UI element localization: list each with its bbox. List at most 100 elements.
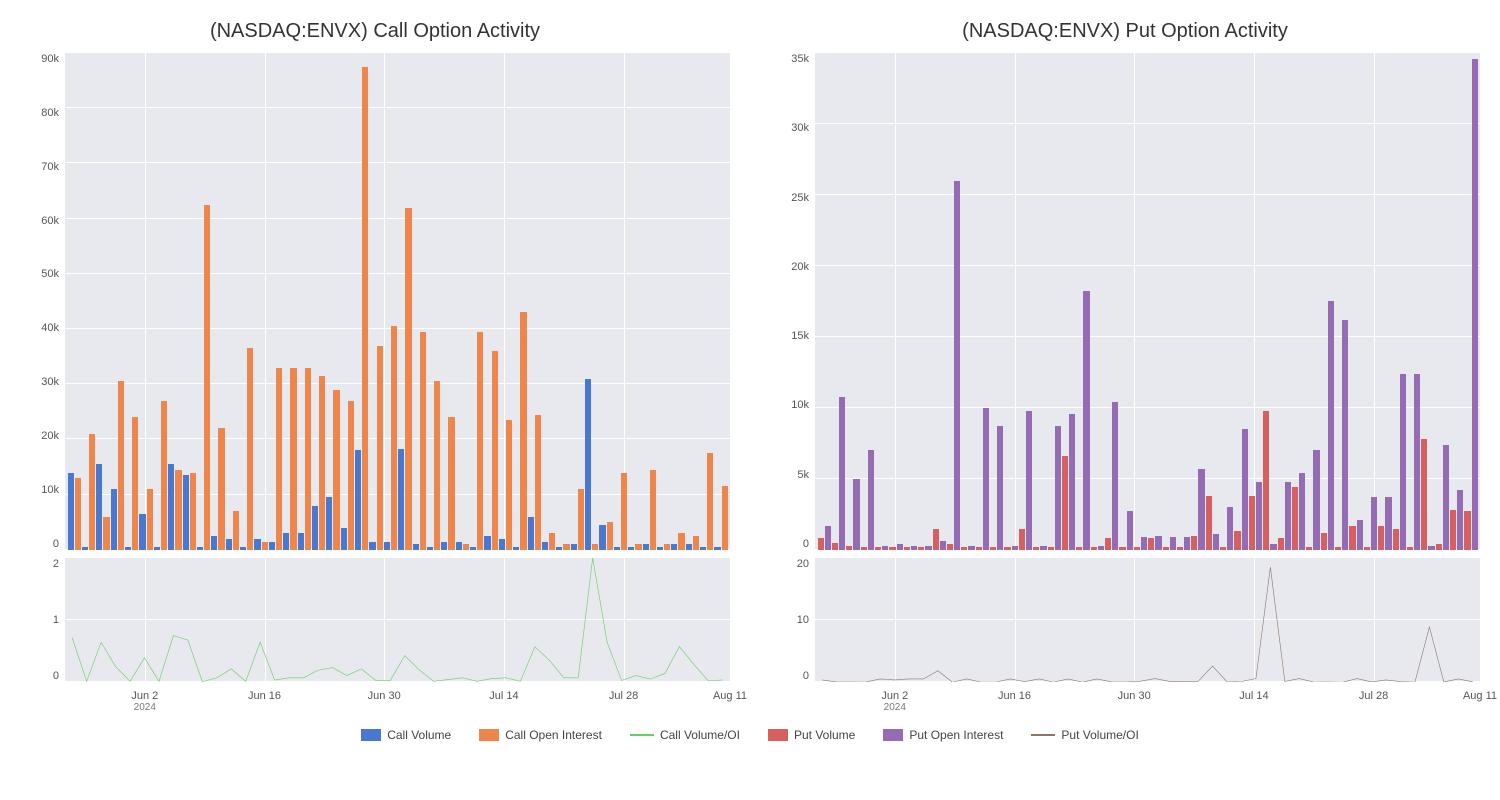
bar-group bbox=[1205, 53, 1219, 550]
bar-b bbox=[592, 544, 598, 550]
bar-a bbox=[961, 547, 967, 550]
bar-a bbox=[1105, 538, 1111, 549]
bar-group bbox=[642, 53, 656, 550]
bar-group bbox=[585, 53, 599, 550]
bar-group bbox=[369, 53, 383, 550]
bar-b bbox=[1256, 482, 1262, 550]
bar-a bbox=[441, 542, 447, 550]
y-tick-label: 70k bbox=[41, 161, 59, 173]
bar-group bbox=[1004, 53, 1018, 550]
legend-label: Call Volume bbox=[387, 728, 451, 742]
bar-group bbox=[1133, 53, 1147, 550]
bar-b bbox=[997, 426, 1003, 549]
bar-a bbox=[484, 536, 490, 550]
bar-a bbox=[456, 542, 462, 550]
bar-group bbox=[1320, 53, 1334, 550]
bar-group bbox=[196, 53, 210, 550]
bar-group bbox=[1220, 53, 1234, 550]
bar-b bbox=[247, 348, 253, 549]
bar-b bbox=[868, 450, 874, 549]
bar-a bbox=[298, 533, 304, 550]
bar-b bbox=[1285, 482, 1291, 550]
bar-a bbox=[1119, 547, 1125, 550]
bar-b bbox=[954, 181, 960, 550]
bar-group bbox=[656, 53, 670, 550]
bar-a bbox=[168, 464, 174, 550]
x-tick: Jun 30 bbox=[1118, 690, 1151, 702]
bar-b bbox=[262, 542, 268, 550]
bar-b bbox=[853, 479, 859, 550]
x-tick: Jul 28 bbox=[1359, 690, 1388, 702]
bar-a bbox=[714, 547, 720, 550]
bar-a bbox=[154, 547, 160, 550]
bar-a bbox=[686, 544, 692, 550]
bar-b bbox=[1227, 507, 1233, 550]
bar-group bbox=[541, 53, 555, 550]
bar-b bbox=[882, 546, 888, 550]
legend-label: Put Open Interest bbox=[909, 728, 1003, 742]
bar-group bbox=[1406, 53, 1420, 550]
bar-group bbox=[685, 53, 699, 550]
bar-group bbox=[1119, 53, 1133, 550]
bar-group bbox=[311, 53, 325, 550]
bar-a bbox=[1464, 511, 1470, 549]
bar-a bbox=[355, 450, 361, 549]
bar-group bbox=[628, 53, 642, 550]
bar-a bbox=[183, 475, 189, 550]
bar-b bbox=[218, 428, 224, 549]
bar-a bbox=[96, 464, 102, 550]
left-title: (NASDAQ:ENVX) Call Option Activity bbox=[20, 20, 730, 43]
bar-group bbox=[513, 53, 527, 550]
bar-a bbox=[556, 547, 562, 550]
bar-a bbox=[1076, 547, 1082, 550]
bar-a bbox=[341, 528, 347, 550]
bar-b bbox=[175, 470, 181, 550]
bar-a bbox=[1220, 547, 1226, 550]
bar-group bbox=[498, 53, 512, 550]
bar-b bbox=[204, 205, 210, 550]
bar-b bbox=[1400, 374, 1406, 550]
bar-b bbox=[578, 489, 584, 550]
bar-a bbox=[312, 506, 318, 550]
bar-a bbox=[1378, 526, 1384, 550]
bar-a bbox=[1436, 544, 1442, 550]
legend-label: Put Volume/OI bbox=[1061, 728, 1138, 742]
bar-group bbox=[355, 53, 369, 550]
bar-a bbox=[1335, 547, 1341, 550]
bar-group bbox=[1435, 53, 1449, 550]
ratio-line bbox=[72, 558, 723, 682]
bar-a bbox=[125, 547, 131, 550]
bar-group bbox=[556, 53, 570, 550]
bar-group bbox=[254, 53, 268, 550]
bar-group bbox=[1061, 53, 1075, 550]
bar-group bbox=[1162, 53, 1176, 550]
y-tick-label: 0 bbox=[53, 670, 59, 682]
bar-b bbox=[1472, 59, 1478, 550]
y-tick-label: 0 bbox=[53, 538, 59, 550]
bar-b bbox=[650, 470, 656, 550]
bar-group bbox=[918, 53, 932, 550]
bar-b bbox=[940, 541, 946, 550]
bar-b bbox=[420, 332, 426, 550]
bar-b bbox=[1457, 490, 1463, 550]
legend: Call VolumeCall Open InterestCall Volume… bbox=[0, 720, 1500, 754]
bar-b bbox=[1385, 497, 1391, 550]
right-title: (NASDAQ:ENVX) Put Option Activity bbox=[770, 20, 1480, 43]
bar-a bbox=[1364, 547, 1370, 550]
y-tick-label: 40k bbox=[41, 322, 59, 334]
bar-group bbox=[1363, 53, 1377, 550]
left-x-axis: Jun 22024Jun 16Jun 30Jul 14Jul 28Aug 11 bbox=[65, 690, 730, 720]
bar-b bbox=[305, 368, 311, 550]
legend-item: Put Volume/OI bbox=[1031, 728, 1138, 742]
bar-group bbox=[860, 53, 874, 550]
y-tick-label: 10k bbox=[41, 484, 59, 496]
bar-group bbox=[1018, 53, 1032, 550]
left-plot-area bbox=[65, 53, 730, 550]
bar-a bbox=[1019, 529, 1025, 550]
bar-a bbox=[269, 542, 275, 550]
bar-group bbox=[700, 53, 714, 550]
bar-group bbox=[441, 53, 455, 550]
bar-group bbox=[903, 53, 917, 550]
bar-b bbox=[75, 478, 81, 550]
bar-a bbox=[571, 544, 577, 550]
